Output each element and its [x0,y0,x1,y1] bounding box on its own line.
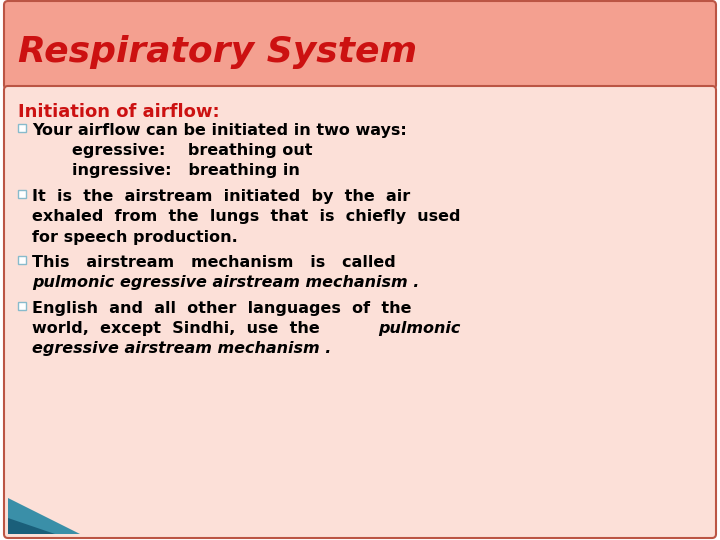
FancyBboxPatch shape [4,86,716,538]
Text: English  and  all  other  languages  of  the: English and all other languages of the [32,301,412,316]
Polygon shape [8,498,80,534]
Text: Respiratory System: Respiratory System [18,35,417,69]
Text: Initiation of airflow:: Initiation of airflow: [18,103,220,121]
Bar [18,302,26,310]
Text: Your airflow can be initiated in two ways:: Your airflow can be initiated in two way… [32,123,407,138]
Text: egressive:    breathing out: egressive: breathing out [72,143,312,158]
Text: ingressive:   breathing in: ingressive: breathing in [72,163,300,178]
Text: pulmonic: pulmonic [378,321,460,336]
Text: pulmonic egressive airstream mechanism .: pulmonic egressive airstream mechanism . [32,275,419,290]
Text: egressive airstream mechanism .: egressive airstream mechanism . [32,341,331,356]
FancyBboxPatch shape [4,1,716,89]
Bar [18,190,26,198]
Text: world,  except  Sindhi,  use  the: world, except Sindhi, use the [32,321,331,336]
Bar [18,256,26,264]
Bar [18,124,26,132]
Text: This   airstream   mechanism   is   called: This airstream mechanism is called [32,255,396,270]
Polygon shape [8,518,55,534]
Text: It  is  the  airstream  initiated  by  the  air
exhaled  from  the  lungs  that : It is the airstream initiated by the air… [32,189,461,245]
